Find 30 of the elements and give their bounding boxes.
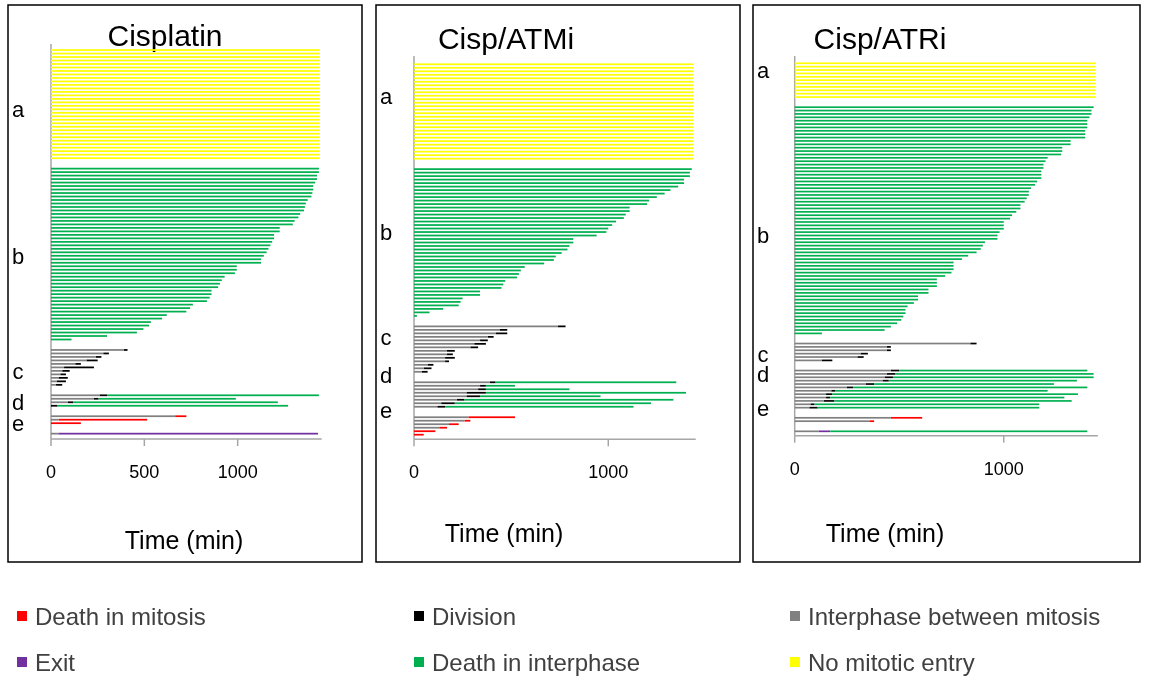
x-tick-label: 1000 — [588, 462, 629, 483]
chart-title: Cisplatin — [107, 19, 223, 52]
x-tick-label: 0 — [45, 462, 57, 482]
x-tick-label: 0 — [789, 458, 800, 479]
y-tick-label: a — [756, 57, 770, 83]
y-tick-label: c — [12, 358, 24, 384]
y-tick-label: b — [379, 219, 393, 245]
chart-title: Cisp/ATRi — [813, 22, 947, 55]
x-tick-label: 1000 — [217, 462, 258, 482]
y-tick-label: a — [379, 83, 393, 109]
legend-label: Death in mitosis — [35, 602, 206, 630]
y-tick-label: a — [11, 96, 25, 122]
x-axis-title: Time (min) — [124, 526, 244, 554]
legend-label: No mitotic entry — [808, 648, 975, 676]
legend-label: Division — [432, 602, 517, 630]
y-tick-label: d — [379, 362, 393, 388]
x-axis-title: Time (min) — [444, 519, 564, 547]
x-tick-label: 500 — [129, 462, 160, 482]
y-tick-label: e — [379, 397, 393, 423]
x-axis-title: Time (min) — [825, 519, 945, 547]
y-tick-label: e — [756, 395, 770, 421]
y-tick-label: b — [11, 243, 25, 269]
chart-title: Cisp/ATMi — [437, 22, 575, 55]
y-tick-label: c — [380, 324, 392, 350]
y-tick-label: b — [756, 222, 770, 248]
x-tick-label: 1000 — [983, 458, 1024, 479]
legend-label: Exit — [35, 648, 76, 676]
legend-label: Interphase between mitosis — [808, 602, 1101, 630]
x-tick-label: 0 — [408, 462, 420, 483]
legend-label: Death in interphase — [432, 648, 641, 676]
